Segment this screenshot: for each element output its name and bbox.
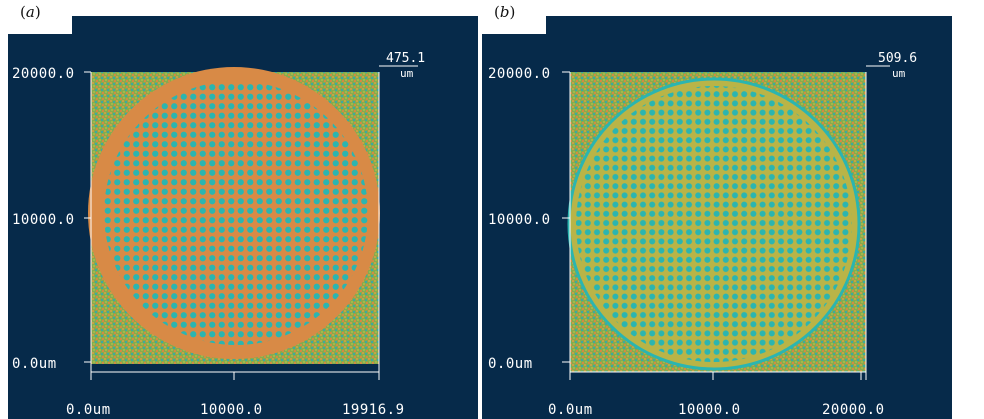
panel-b-z-max-value: 509.6: [878, 51, 918, 66]
panel-a-tag-letter: a: [25, 3, 35, 21]
panel-a-x-right-label: 19916.9: [342, 402, 405, 418]
panel-b-z-unit: um: [892, 67, 906, 80]
panel-b-surface-image: [562, 65, 890, 380]
panel-a-x-left-label: 0.0um: [66, 402, 111, 418]
panel-a-y-top-label: 20000.0: [12, 66, 75, 82]
panel-a-tag: (a): [8, 0, 72, 34]
panel-b-y-mid-label: 10000.0: [488, 212, 551, 228]
panel-a-hole-array: [104, 81, 368, 345]
panel-b-axes: [562, 65, 890, 380]
panel-b-x-left-label: 0.0um: [548, 402, 593, 418]
panel-b-x-right-label: 20000.0: [822, 402, 885, 418]
panel-a-axes: [84, 65, 418, 380]
panel-b-tag-letter: b: [499, 3, 510, 21]
panel-a-y-bottom-label: 0.0um: [12, 356, 57, 372]
panel-a-y-mid-label: 10000.0: [12, 212, 75, 228]
panel-a-surface-image: [84, 65, 418, 380]
panel-b-y-top-label: 20000.0: [488, 66, 551, 82]
panel-b: (b): [482, 0, 952, 419]
panel-b-y-bottom-label: 0.0um: [488, 356, 533, 372]
panel-a: (a): [8, 0, 478, 419]
panel-a-z-max-value: 475.1: [386, 51, 426, 66]
panel-a-x-mid-label: 10000.0: [200, 402, 263, 418]
panel-a-z-unit: um: [400, 67, 414, 80]
panel-b-x-mid-label: 10000.0: [678, 402, 741, 418]
panel-b-hole-array: [576, 86, 852, 362]
panel-b-tag: (b): [482, 0, 546, 34]
